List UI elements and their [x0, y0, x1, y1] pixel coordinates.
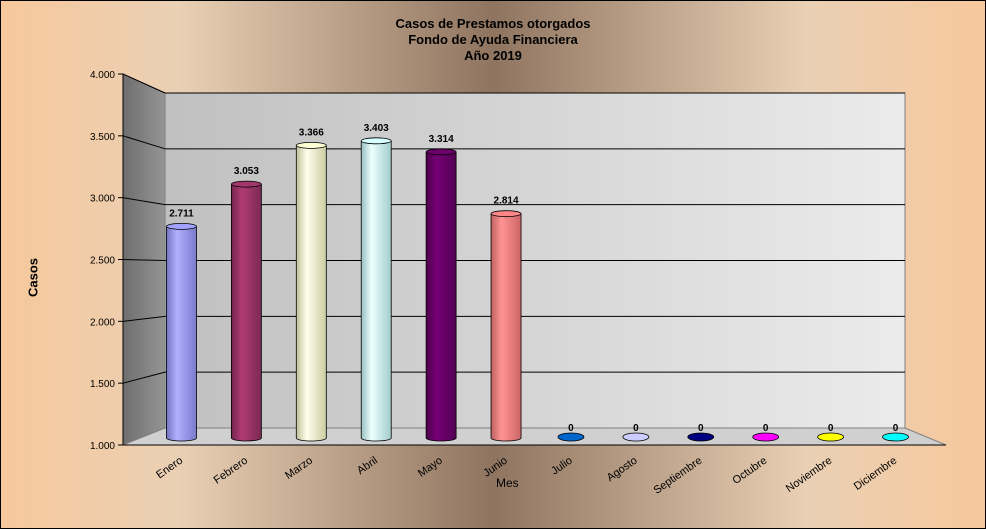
bar-top-febrero	[230, 180, 262, 188]
gridline-side	[122, 197, 166, 206]
data-label-diciembre: 0	[893, 423, 899, 434]
y-tick-label: 3.000	[90, 194, 115, 205]
chart-title-line-2: Fondo de Ayuda Financiera	[408, 32, 578, 47]
y-tick-label: 2.500	[90, 256, 115, 267]
gridline-side	[122, 259, 166, 261]
y-tick-label: 2.000	[90, 317, 115, 328]
data-label-septiembre: 0	[698, 423, 704, 434]
bar-julio	[557, 432, 585, 442]
bar-octubre	[752, 432, 780, 442]
x-tick-label-septiembre: Septiembre	[652, 455, 705, 497]
bar-top-mayo	[425, 148, 457, 156]
y-tick-label: 4.000	[90, 70, 115, 81]
x-tick-label-marzo: Marzo	[283, 455, 315, 482]
bar-junio	[490, 213, 522, 442]
bar-top-junio	[490, 210, 522, 218]
x-axis-label: Mes	[496, 476, 519, 490]
data-label-enero: 2.711	[169, 208, 194, 219]
data-label-junio: 2.814	[494, 196, 519, 207]
y-tick-label: 1.000	[90, 441, 115, 452]
bar-marzo	[295, 145, 327, 442]
bar-enero	[166, 226, 197, 442]
bar-top-abril	[360, 137, 392, 145]
y-tick-label: 1.500	[90, 379, 115, 390]
data-label-agosto: 0	[633, 423, 639, 434]
x-tick-label-abril: Abril	[355, 455, 380, 477]
gridline-side	[122, 73, 166, 94]
x-tick-label-octubre: Octubre	[730, 455, 769, 487]
bar-diciembre	[882, 432, 909, 442]
x-tick-label-diciembre: Diciembre	[852, 455, 899, 493]
bar-top-marzo	[295, 142, 327, 149]
chart-title-line-3: Año 2019	[464, 48, 522, 63]
bar-mayo	[425, 151, 457, 442]
bar-febrero	[230, 184, 262, 442]
x-tick-label-enero: Enero	[154, 455, 185, 482]
x-tick-label-mayo: Mayo	[416, 455, 445, 480]
x-tick-label-febrero: Febrero	[212, 455, 250, 487]
x-tick-label-junio: Junio	[481, 455, 509, 480]
y-tick-label: 3.500	[90, 132, 115, 143]
data-label-noviembre: 0	[828, 423, 834, 434]
gridline-side	[122, 135, 166, 150]
bar-noviembre	[817, 432, 845, 442]
data-label-marzo: 3.366	[299, 127, 324, 138]
x-tick-label-noviembre: Noviembre	[784, 455, 834, 495]
x-tick-label-agosto: Agosto	[605, 455, 640, 484]
gridline-side	[122, 315, 166, 322]
gridline-side	[122, 371, 166, 384]
x-tick-label-julio: Julio	[549, 455, 574, 478]
chart-title-line-1: Casos de Prestamos otorgados	[395, 16, 591, 31]
bar-agosto	[622, 432, 650, 442]
data-label-mayo: 3.314	[429, 134, 454, 145]
data-label-octubre: 0	[763, 423, 769, 434]
bar-septiembre	[687, 432, 715, 442]
bar-abril	[360, 140, 392, 442]
data-label-julio: 0	[568, 423, 574, 434]
bar-top-enero	[166, 223, 197, 230]
data-label-abril: 3.403	[364, 123, 389, 134]
data-label-febrero: 3.053	[234, 166, 259, 177]
